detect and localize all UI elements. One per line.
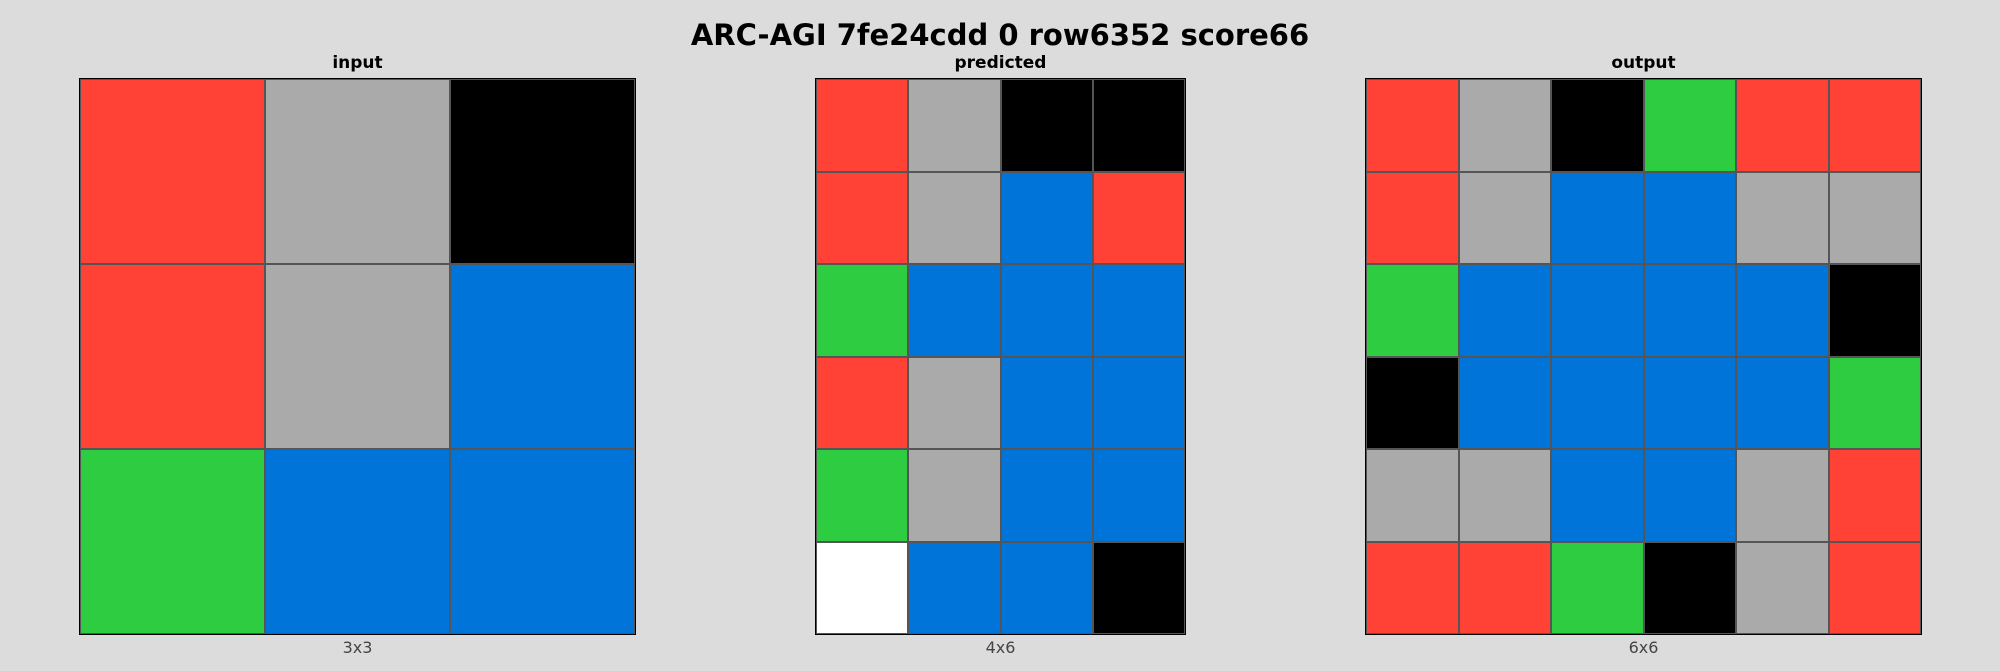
output-cell-r1-c2: [1551, 171, 1644, 264]
predicted-cell-r4-c2: [1000, 449, 1093, 542]
figure-title: ARC-AGI 7fe24cdd 0 row6352 score66: [690, 18, 1310, 52]
output-cell-r2-c0: [1366, 264, 1459, 357]
predicted-cell-r0-c0: [816, 79, 909, 172]
predicted-cell-r5-c2: [1000, 541, 1093, 634]
output-cell-r1-c0: [1366, 171, 1459, 264]
output-cell-r2-c5: [1828, 264, 1921, 357]
input-cell-r2-c0: [80, 449, 265, 634]
input-cell-r1-c2: [450, 264, 635, 449]
predicted-cell-r5-c3: [1092, 541, 1185, 634]
predicted-cell-r5-c0: [816, 541, 909, 634]
output-cell-r4-c2: [1551, 449, 1644, 542]
output-panel-title: output: [1611, 53, 1676, 73]
output-cell-r3-c2: [1551, 356, 1644, 449]
output-cell-r4-c3: [1643, 449, 1736, 542]
input-cell-r0-c2: [450, 79, 635, 264]
output-cell-r1-c4: [1736, 171, 1829, 264]
output-cell-r1-c1: [1458, 171, 1551, 264]
output-panel-caption: 6x6: [1628, 638, 1659, 657]
output-cell-r0-c1: [1458, 79, 1551, 172]
predicted-grid: [815, 78, 1186, 635]
input-grid: [79, 78, 636, 635]
predicted-panel-title: predicted: [954, 53, 1047, 73]
output-cell-r3-c4: [1736, 356, 1829, 449]
predicted-cell-r2-c2: [1000, 264, 1093, 357]
predicted-cell-r2-c0: [816, 264, 909, 357]
input-cell-r0-c1: [265, 79, 450, 264]
output-cell-r0-c2: [1551, 79, 1644, 172]
predicted-panel-caption: 4x6: [985, 638, 1016, 657]
output-cell-r2-c3: [1643, 264, 1736, 357]
output-cell-r5-c3: [1643, 541, 1736, 634]
predicted-cell-r3-c2: [1000, 356, 1093, 449]
output-cell-r1-c5: [1828, 171, 1921, 264]
output-cell-r5-c0: [1366, 541, 1459, 634]
input-cell-r1-c1: [265, 264, 450, 449]
predicted-cell-r1-c2: [1000, 171, 1093, 264]
output-cell-r4-c4: [1736, 449, 1829, 542]
predicted-cell-r3-c0: [816, 356, 909, 449]
input-cell-r2-c2: [450, 449, 635, 634]
predicted-cell-r4-c3: [1092, 449, 1185, 542]
input-cell-r2-c1: [265, 449, 450, 634]
output-cell-r3-c3: [1643, 356, 1736, 449]
output-cell-r0-c0: [1366, 79, 1459, 172]
output-cell-r1-c3: [1643, 171, 1736, 264]
output-cell-r3-c0: [1366, 356, 1459, 449]
output-cell-r5-c1: [1458, 541, 1551, 634]
predicted-cell-r1-c0: [816, 171, 909, 264]
predicted-cell-r0-c1: [908, 79, 1001, 172]
output-cell-r0-c5: [1828, 79, 1921, 172]
predicted-cell-r0-c2: [1000, 79, 1093, 172]
output-cell-r3-c1: [1458, 356, 1551, 449]
output-cell-r0-c3: [1643, 79, 1736, 172]
predicted-cell-r2-c1: [908, 264, 1001, 357]
predicted-cell-r3-c3: [1092, 356, 1185, 449]
output-cell-r5-c5: [1828, 541, 1921, 634]
input-cell-r0-c0: [80, 79, 265, 264]
output-cell-r4-c1: [1458, 449, 1551, 542]
output-cell-r4-c5: [1828, 449, 1921, 542]
predicted-cell-r2-c3: [1092, 264, 1185, 357]
output-cell-r2-c2: [1551, 264, 1644, 357]
output-cell-r3-c5: [1828, 356, 1921, 449]
output-cell-r5-c2: [1551, 541, 1644, 634]
predicted-cell-r1-c3: [1092, 171, 1185, 264]
input-panel-title: input: [332, 53, 383, 73]
output-cell-r0-c4: [1736, 79, 1829, 172]
predicted-cell-r4-c0: [816, 449, 909, 542]
output-cell-r2-c4: [1736, 264, 1829, 357]
predicted-cell-r4-c1: [908, 449, 1001, 542]
input-cell-r1-c0: [80, 264, 265, 449]
input-panel-caption: 3x3: [342, 638, 373, 657]
predicted-cell-r3-c1: [908, 356, 1001, 449]
output-cell-r4-c0: [1366, 449, 1459, 542]
output-grid: [1365, 78, 1922, 635]
predicted-cell-r5-c1: [908, 541, 1001, 634]
output-cell-r2-c1: [1458, 264, 1551, 357]
predicted-cell-r1-c1: [908, 171, 1001, 264]
output-cell-r5-c4: [1736, 541, 1829, 634]
predicted-cell-r0-c3: [1092, 79, 1185, 172]
